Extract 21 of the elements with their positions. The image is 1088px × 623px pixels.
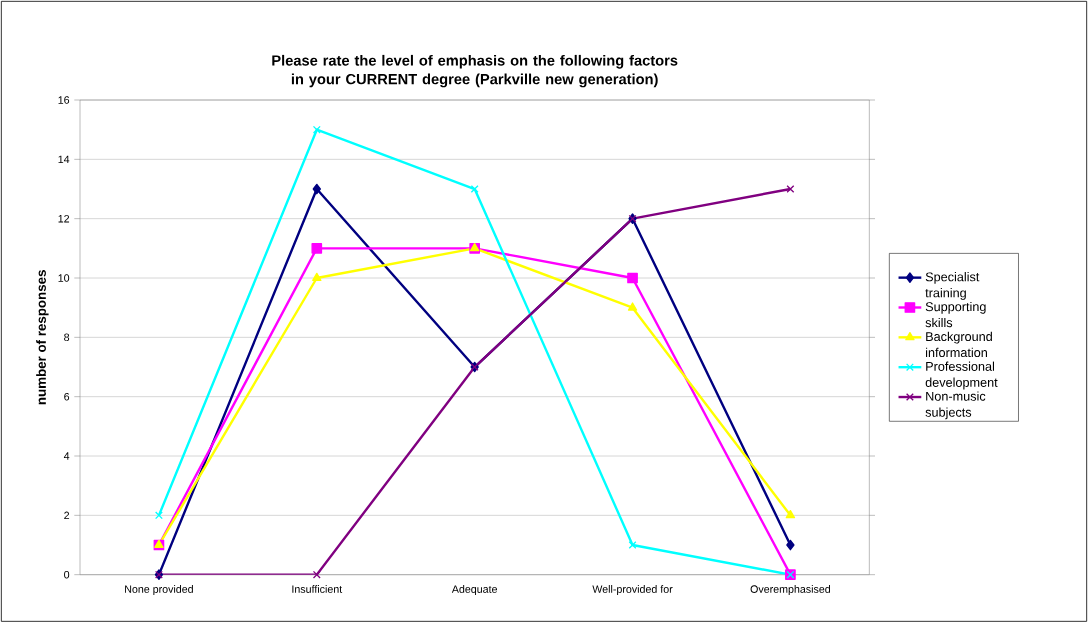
legend-label: Specialist training: [925, 272, 980, 301]
y-tick-label: 16: [58, 96, 70, 104]
legend-label: Supporting skills: [925, 302, 986, 328]
y-tick-label: 10: [58, 274, 70, 282]
x-tick-label: Adequate: [451, 585, 498, 596]
legend-label: Professional development: [925, 361, 998, 390]
x-tick-label: Overemphasised: [750, 585, 831, 596]
y-tick-label: 6: [64, 393, 70, 401]
chart-title: Please rate the level of emphasis on the following factors in your CURRENT degree (Parkville new generation): [272, 55, 678, 88]
y-tick-label: 0: [64, 571, 70, 579]
y-tick-label: 12: [58, 215, 70, 223]
x-tick-label: None provided: [125, 585, 193, 596]
y-axis-title: number of responses: [36, 270, 49, 405]
legend-label: Non-music subjects: [925, 391, 986, 420]
y-tick-label: 14: [58, 155, 70, 164]
legend-label: Background information: [926, 331, 992, 358]
y-tick-label: 4: [63, 452, 70, 460]
y-tick-label: 2: [64, 511, 70, 520]
y-tick-label: 8: [64, 333, 70, 342]
x-tick-label: Insufficient: [292, 585, 343, 594]
x-tick-label: Well-provided for: [592, 585, 673, 596]
